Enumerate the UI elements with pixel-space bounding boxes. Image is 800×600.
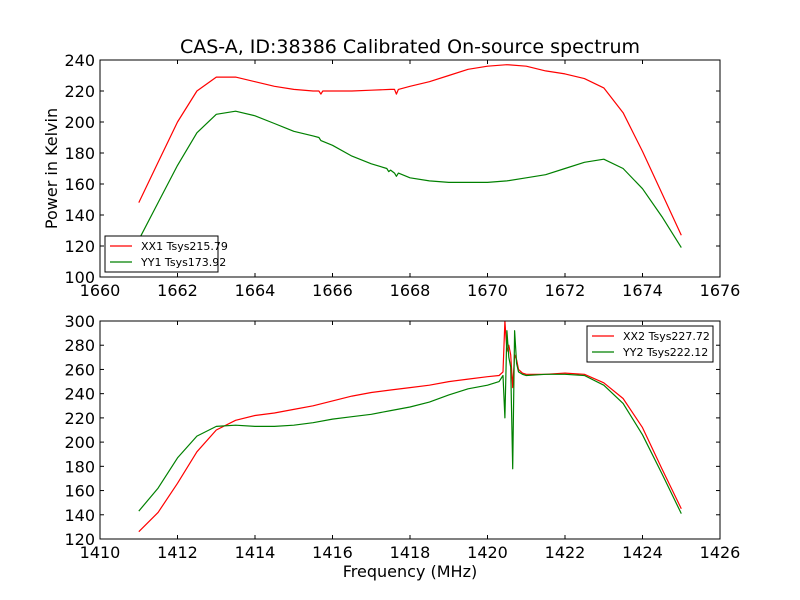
y-tick-label: 200 [64,113,95,132]
y-tick-label: 180 [64,457,95,476]
y-tick-label: 180 [64,144,95,163]
y-tick-label: 160 [64,175,95,194]
y-tick-label: 240 [64,385,95,404]
series-line-2 [138,110,682,248]
series-line-2 [138,330,682,514]
x-tick-label: 1670 [467,281,508,300]
y-tick-label: 120 [64,237,95,256]
x-tick-label: 1410 [80,543,121,562]
x-axis-label: Frequency (MHz) [343,562,477,581]
x-tick-label: 1672 [545,281,586,300]
x-tick-label: 1664 [235,281,276,300]
legend: XX2 Tsys227.72 YY2 Tsys222.12 [586,325,714,363]
x-tick-label: 1416 [312,543,353,562]
y-tick-label: 280 [64,336,95,355]
x-tick-label: 1426 [700,543,741,562]
y-tick-label: 200 [64,433,95,452]
y-tick-label: 120 [64,530,95,549]
legend-label: XX1 Tsys215.79 [141,240,228,253]
legend-label: YY1 Tsys173.92 [140,256,226,269]
x-tick-label: 1420 [467,543,508,562]
y-tick-label: 140 [64,506,95,525]
x-tick-label: 1662 [157,281,198,300]
y-tick-label: 260 [64,360,95,379]
panel-2: 1410 1412 1414 1416 1418 1420 1422 1424 1426 120 1… [64,312,740,581]
legend-label: YY2 Tsys222.12 [622,346,708,359]
figure-title: CAS-A, ID:38386 Calibrated On-source spe… [180,36,640,58]
y-tick-label: 100 [64,268,95,287]
x-tick-label: 1660 [80,281,121,300]
x-tick-label: 1424 [622,543,663,562]
x-tick-label: 1668 [390,281,431,300]
legend-box [586,325,714,363]
panel-1: 1660 1662 1664 1666 1668 1670 1672 1674 1676 100 1… [42,51,740,300]
x-tick-label: 1412 [157,543,198,562]
y-tick-label: 220 [64,409,95,428]
y-tick-label: 220 [64,82,95,101]
x-tick-label: 1418 [390,543,431,562]
x-tick-label: 1676 [700,281,741,300]
y-axis-label: Power in Kelvin [42,108,61,229]
series-line-1 [138,64,682,236]
y-tick-label: 300 [64,312,95,331]
series-line-1 [138,321,682,533]
y-tick-label: 160 [64,482,95,501]
x-tick-label: 1414 [235,543,276,562]
legend: XX1 Tsys215.79 YY1 Tsys173.92 [104,235,228,273]
x-tick-label: 1674 [622,281,663,300]
y-tick-label: 140 [64,206,95,225]
x-tick-label: 1666 [312,281,353,300]
x-tick-label: 1422 [545,543,586,562]
y-tick-label: 240 [64,51,95,70]
legend-label: XX2 Tsys227.72 [623,330,710,343]
legend-box [104,235,219,273]
